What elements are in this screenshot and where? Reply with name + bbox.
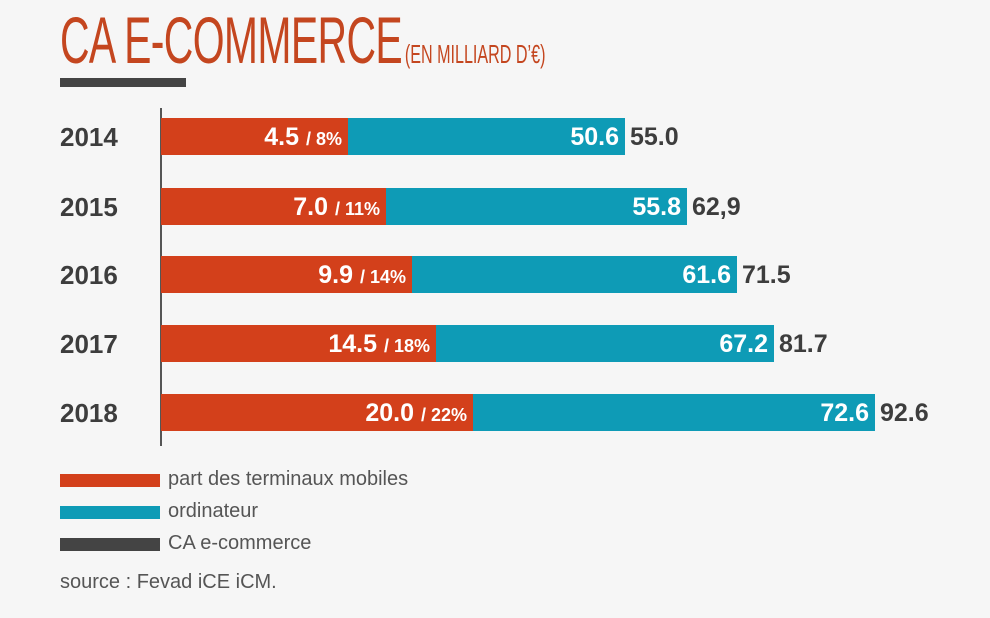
total-value-label: 55.0 — [630, 123, 679, 151]
mobile-share: / 14% — [359, 267, 406, 287]
mobile-value: 4.5 — [264, 123, 300, 151]
mobile-share: / 8% — [305, 129, 342, 149]
year-label: 2015 — [60, 192, 118, 222]
year-label: 2017 — [60, 329, 118, 359]
mobile-value-label: 20.0 / 22% — [365, 394, 467, 434]
mobile-value: 20.0 — [365, 399, 415, 427]
source-note: source : Fevad iCE iCM. — [60, 571, 277, 593]
bar-mobile: 7.0 / 11% — [161, 188, 386, 225]
legend-swatch-total — [60, 538, 160, 551]
ordinateur-value-label: 72.6 — [820, 399, 869, 427]
ordinateur-value-label: 50.6 — [570, 123, 619, 151]
mobile-share: / 11% — [334, 199, 380, 219]
bar-mobile: 14.5 / 18% — [161, 325, 436, 362]
mobile-value: 9.9 — [318, 261, 354, 289]
bar-ordinateur: 55.8 — [386, 188, 687, 225]
year-label: 2016 — [60, 260, 118, 290]
mobile-value: 7.0 — [293, 193, 328, 221]
mobile-share: / 22% — [420, 405, 467, 425]
year-label: 2014 — [60, 122, 118, 152]
ordinateur-value-label: 55.8 — [632, 193, 681, 221]
legend-label-ordinateur: ordinateur — [168, 500, 259, 522]
title-unit: (EN MILLIARD D’€) — [404, 39, 546, 69]
bar-ordinateur: 61.6 — [412, 256, 737, 293]
legend-swatch-mobile — [60, 474, 160, 487]
total-value-label: 81.7 — [779, 330, 828, 358]
legend-label-total: CA e-commerce — [168, 532, 312, 554]
bar-mobile: 9.9 / 14% — [161, 256, 412, 293]
year-label: 2018 — [60, 398, 118, 428]
bar-ordinateur: 67.2 — [436, 325, 774, 362]
mobile-value-label: 14.5 / 18% — [328, 325, 430, 365]
title-main: CA E-COMMERCE — [60, 3, 403, 77]
mobile-share: / 18% — [383, 336, 430, 356]
title-underline — [60, 78, 186, 87]
total-value-label: 71.5 — [742, 261, 791, 289]
legend-swatch-ordinateur — [60, 506, 160, 519]
bar-mobile: 4.5 / 8% — [161, 118, 348, 155]
mobile-value: 14.5 — [328, 330, 378, 358]
bar-ordinateur: 50.6 — [348, 118, 625, 155]
bar-ordinateur: 72.6 — [473, 394, 875, 431]
legend-label-mobile: part des terminaux mobiles — [168, 468, 409, 490]
ordinateur-value-label: 67.2 — [719, 330, 768, 358]
chart-title: CA E-COMMERCE (EN MILLIARD D’€) — [60, 2, 545, 78]
total-value-label: 92.6 — [880, 399, 929, 427]
mobile-value-label: 9.9 / 14% — [318, 256, 406, 296]
mobile-value-label: 4.5 / 8% — [264, 118, 342, 158]
total-value-label: 62,9 — [692, 193, 741, 221]
ordinateur-value-label: 61.6 — [682, 261, 731, 289]
mobile-value-label: 7.0 / 11% — [293, 188, 380, 228]
bar-mobile: 20.0 / 22% — [161, 394, 473, 431]
